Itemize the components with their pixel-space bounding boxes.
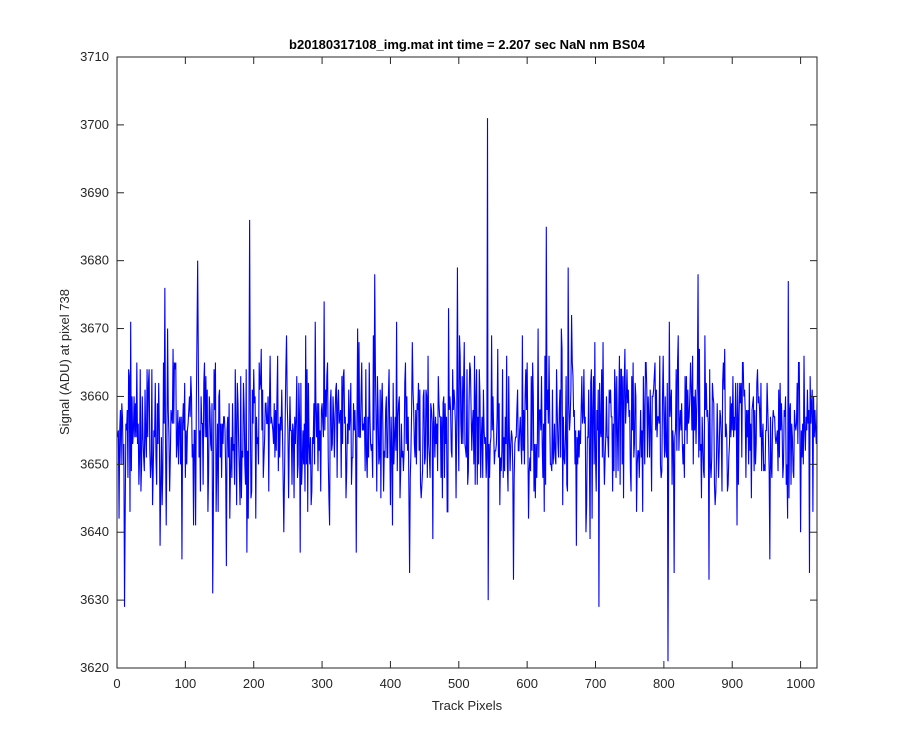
- y-tick-label: 3620: [80, 660, 109, 675]
- x-tick-label: 1000: [786, 676, 815, 691]
- y-tick-label: 3630: [80, 592, 109, 607]
- series-layer: [117, 118, 818, 662]
- plot-background: [117, 57, 817, 668]
- y-axis-label: Signal (ADU) at pixel 738: [57, 289, 72, 435]
- x-tick-label: 700: [585, 676, 607, 691]
- y-tick-label: 3650: [80, 456, 109, 471]
- x-tick-label: 400: [380, 676, 402, 691]
- x-tick-label: 100: [175, 676, 197, 691]
- x-tick-label: 900: [721, 676, 743, 691]
- y-tick-label: 3690: [80, 185, 109, 200]
- x-axis-label: Track Pixels: [432, 698, 503, 713]
- x-tick-label: 200: [243, 676, 265, 691]
- y-tick-label: 3640: [80, 524, 109, 539]
- x-tick-label: 300: [311, 676, 333, 691]
- plot-box: [116, 56, 818, 669]
- series-line: [117, 118, 818, 662]
- y-tick-label: 3680: [80, 253, 109, 268]
- y-tick-label: 3660: [80, 388, 109, 403]
- y-tick-label: 3710: [80, 49, 109, 64]
- x-tick-label: 500: [448, 676, 470, 691]
- chart-title: b20180317108_img.mat int time = 2.207 se…: [289, 37, 646, 52]
- x-tick-label: 0: [113, 676, 120, 691]
- y-tick-label: 3670: [80, 321, 109, 336]
- y-axis: 3620 3630 3640 3650 3660 3670 3680 3690 3700 3710: [80, 49, 817, 675]
- x-tick-label: 600: [516, 676, 538, 691]
- y-tick-label: 3700: [80, 117, 109, 132]
- x-tick-label: 800: [653, 676, 675, 691]
- x-axis: 0 100 200 300 400 500 600 700 800 900 1000: [113, 57, 815, 691]
